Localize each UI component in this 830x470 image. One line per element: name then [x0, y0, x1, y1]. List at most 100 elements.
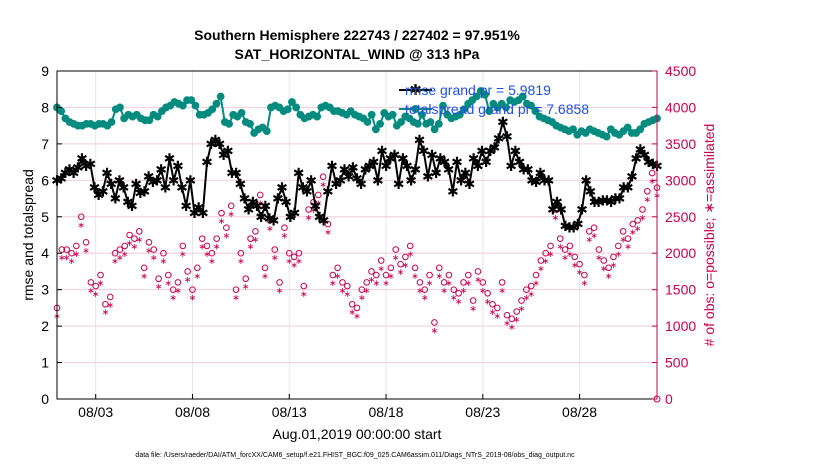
- obs-assimilated-marker: ∗: [256, 199, 264, 209]
- x-tick-label: 08/13: [272, 404, 307, 420]
- obs-possible-marker: [469, 297, 477, 304]
- obs-assimilated-marker: ∗: [402, 261, 410, 271]
- y-tick-label: 6: [41, 172, 49, 188]
- obs-possible-marker: [184, 268, 191, 275]
- rmse-point: ✱: [105, 177, 117, 193]
- obs-possible-marker: [537, 257, 545, 264]
- y-axis-label: rmse and totalspread: [20, 169, 36, 301]
- rmse-point: ✱: [339, 162, 351, 178]
- rmse-point: ✱: [89, 181, 101, 197]
- rmse-point: ✱: [259, 199, 271, 215]
- totalspread-point: [313, 112, 322, 121]
- obs-possible-marker: [194, 264, 201, 272]
- rmse-point: ✱: [139, 184, 151, 200]
- obs-assimilated-marker: ∗: [585, 235, 593, 245]
- obs-possible-marker: [377, 257, 385, 264]
- obs-assimilated-marker: ∗: [610, 261, 618, 271]
- rmse-point: ✱: [159, 181, 171, 197]
- obs-assimilated-marker: ∗: [305, 213, 313, 223]
- obs-possible-marker: [305, 206, 312, 213]
- obs-assimilated-marker: ∗: [140, 272, 148, 282]
- obs-assimilated-marker: ∗: [223, 232, 231, 242]
- obs-assimilated-marker: ∗: [634, 224, 642, 234]
- obs-possible-marker: [135, 228, 143, 235]
- rmse-point: ✱: [301, 184, 313, 200]
- obs-assimilated-marker: ∗: [189, 294, 197, 304]
- rmse-point: ✱: [476, 144, 488, 160]
- rmse-point: ✱: [580, 173, 592, 189]
- rmse-point: ✱: [568, 221, 580, 237]
- obs-assimilated-marker: ∗: [348, 308, 356, 318]
- obs-possible-marker: [576, 260, 583, 268]
- obs-assimilated-marker: ∗: [155, 283, 163, 293]
- totalspread-point: [371, 125, 380, 134]
- totalspread-point: [292, 103, 301, 112]
- obs-assimilated-marker: ∗: [126, 239, 134, 249]
- obs-possible-marker: [464, 271, 472, 279]
- obs-possible-marker: [503, 311, 511, 319]
- rmse-point: ✱: [526, 173, 538, 189]
- obs-possible-marker: [126, 231, 133, 239]
- obs-possible-marker: [203, 242, 211, 250]
- obs-assimilated-marker: ∗: [116, 254, 124, 264]
- rmse-point: ✱: [130, 177, 142, 193]
- obs-possible-marker: [450, 286, 458, 293]
- obs-possible-marker: [406, 242, 414, 250]
- rmse-point: ✱: [251, 199, 263, 215]
- totalspread-point: [225, 119, 233, 128]
- rmse-point: ✱: [176, 181, 188, 197]
- series-line-rmse: [56, 118, 658, 229]
- obs-possible-marker: [285, 249, 293, 257]
- series-layer: ✱✱✱✱✱✱✱✱✱✱✱✱✱✱✱✱✱✱✱✱✱✱✱✱✱✱✱✱✱✱✱✱✱✱✱✱✱✱✱✱…: [51, 87, 663, 237]
- totalspread-point: [531, 107, 540, 115]
- rmse-point: ✱: [630, 151, 642, 167]
- rmse-point: ✱: [468, 151, 480, 167]
- y-tick-label: 8: [41, 99, 49, 115]
- rmse-point: ✱: [147, 175, 159, 191]
- obs-possible-marker: [82, 238, 90, 246]
- obs-assimilated-marker: ∗: [315, 199, 323, 209]
- totalspread-point: [208, 105, 217, 114]
- rmse-point: ✱: [305, 173, 317, 189]
- obs-assimilated-marker: ∗: [358, 294, 366, 304]
- rmse-point: ✱: [134, 186, 146, 202]
- rmse-point: ✱: [522, 162, 534, 178]
- rmse-point: ✱: [418, 144, 430, 160]
- rmse-point: ✱: [205, 137, 217, 153]
- y-tick-label-right: 4500: [665, 63, 696, 79]
- rmse-point: ✱: [372, 173, 384, 189]
- obs-assimilated-marker: ∗: [77, 221, 85, 231]
- totalspread-point: [413, 119, 422, 128]
- rmse-point: ✱: [401, 159, 413, 175]
- obs-assimilated-marker: ∗: [247, 243, 255, 253]
- totalspread-point: [367, 110, 376, 119]
- rmse-point: ✱: [464, 177, 476, 193]
- rmse-point: ✱: [380, 159, 392, 175]
- rmse-point: ✱: [184, 173, 196, 189]
- rmse-point: ✱: [451, 155, 463, 171]
- obs-assimilated-marker: ∗: [344, 290, 352, 300]
- obs-assimilated-marker: ∗: [111, 257, 119, 267]
- obs-possible-marker: [610, 253, 617, 261]
- obs-possible-marker: [160, 249, 167, 257]
- obs-assimilated-marker: ∗: [615, 250, 623, 260]
- footer-data-file: data file: /Users/raeder/DAI/ATM_forcXX/…: [135, 452, 575, 459]
- obs-possible-marker: [479, 279, 487, 286]
- obs-assimilated-marker: ∗: [58, 254, 66, 264]
- obs-assimilated-marker: ∗: [556, 243, 564, 253]
- obs-possible-marker: [373, 271, 380, 279]
- obs-possible-marker: [271, 246, 279, 253]
- y-tick-label-right: 2000: [665, 245, 696, 261]
- totalspread-point: [527, 101, 536, 110]
- obs-possible-marker: [348, 300, 356, 308]
- obs-assimilated-marker: ∗: [218, 217, 226, 227]
- obs-possible-marker: [87, 279, 95, 286]
- y-tick-label-right: 4000: [665, 99, 696, 115]
- obs-possible-marker: [256, 191, 264, 199]
- obs-possible-marker: [600, 257, 608, 264]
- obs-assimilated-marker: ∗: [392, 254, 400, 264]
- obs-possible-marker: [102, 300, 109, 308]
- obs-assimilated-marker: ∗: [479, 286, 487, 296]
- totalspread-point: [237, 109, 246, 117]
- rmse-point: ✱: [534, 166, 546, 182]
